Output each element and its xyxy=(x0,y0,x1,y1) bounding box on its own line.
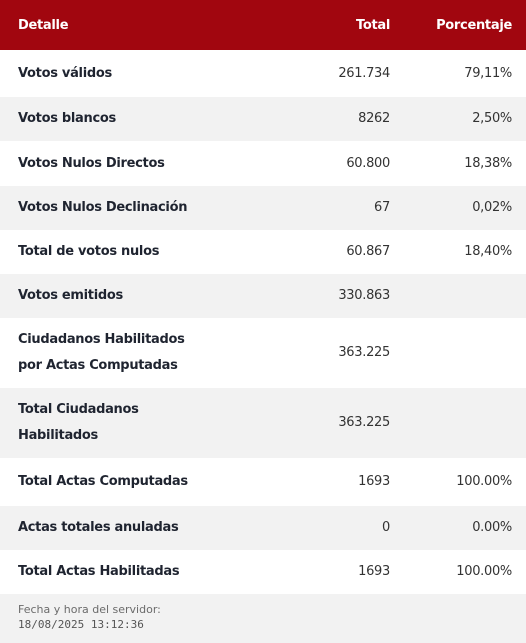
percent-cell: 100.00% xyxy=(456,474,512,489)
percent-cell: 100.00% xyxy=(456,564,512,579)
detail-cell: Votos válidos xyxy=(0,50,230,97)
total-cell: 363.225 xyxy=(338,345,390,360)
detail-text: Ciudadanos Habilitados por Actas Computa… xyxy=(18,332,185,373)
detail-cell: Votos Nulos Declinación xyxy=(0,186,230,230)
table-row: Votos válidos 261.734 79,11% xyxy=(0,50,526,97)
table-row: Total de votos nulos 60.867 18,40% xyxy=(0,230,526,274)
table-row: Total Actas Habilitadas 1693 100.00% xyxy=(0,550,526,594)
footer: Fecha y hora del servidor: 18/08/2025 13… xyxy=(0,594,526,643)
detail-text: Total de votos nulos xyxy=(18,244,160,259)
detail-text: Votos válidos xyxy=(18,65,112,81)
footer-label: Fecha y hora del servidor: xyxy=(18,603,161,616)
detail-cell: Ciudadanos Habilitados por Actas Computa… xyxy=(0,318,230,388)
detail-text: Votos Nulos Declinación xyxy=(18,200,188,215)
table-header: Detalle Total Porcentaje xyxy=(0,0,526,50)
table-row: Votos blancos 8262 2,50% xyxy=(0,97,526,141)
table-row: Votos Nulos Declinación 67 0,02% xyxy=(0,186,526,230)
detail-cell: Votos emitidos xyxy=(0,274,230,318)
detail-text: Votos blancos xyxy=(18,111,116,126)
total-cell: 67 xyxy=(230,186,390,230)
results-table: Detalle Total Porcentaje Votos válidos 26… xyxy=(0,0,526,594)
header-cell: Detalle xyxy=(0,0,230,50)
total-cell: 330.863 xyxy=(230,274,390,318)
table-row: Total Ciudadanos Habilitados 363.225 xyxy=(0,388,526,458)
table-row: Ciudadanos Habilitados por Actas Computa… xyxy=(0,318,526,388)
table-row: Votos emitidos 330.863 xyxy=(0,274,526,318)
percent-cell: 18,40% xyxy=(464,244,512,259)
total-cell: 261.734 xyxy=(338,65,390,81)
detail-text: Votos emitidos xyxy=(18,288,123,303)
detail-cell: Actas totales anuladas xyxy=(0,506,230,550)
percent-cell: 18,38% xyxy=(464,155,512,171)
detail-text: Total Actas Computadas xyxy=(18,474,188,489)
detail-text: Total Ciudadanos Habilitados xyxy=(18,402,139,443)
detail-text: Total Actas Habilitadas xyxy=(18,564,180,579)
percent-cell xyxy=(390,318,526,388)
total-cell: 363.225 xyxy=(230,388,390,458)
percent-cell xyxy=(390,388,526,458)
detail-text: Actas totales anuladas xyxy=(18,520,179,535)
detail-text: Votos Nulos Directos xyxy=(18,155,165,171)
total-cell: 1693 xyxy=(358,474,390,489)
percent-cell: 79,11% xyxy=(464,65,512,81)
footer-timestamp: 18/08/2025 13:12:36 xyxy=(18,618,144,631)
header-row: Detalle Total Porcentaje xyxy=(0,0,526,50)
detail-cell: Total Actas Computadas xyxy=(0,458,230,506)
percent-cell: 2,50% xyxy=(390,97,526,141)
detail-cell: Votos Nulos Directos xyxy=(0,141,230,186)
table-body: Votos válidos 261.734 79,11% Votos blancos 8… xyxy=(0,50,526,594)
table-row: Votos Nulos Directos 60.800 18,38% xyxy=(0,141,526,186)
percent-cell: 0.00% xyxy=(390,506,526,550)
detail-cell: Total Ciudadanos Habilitados xyxy=(0,388,230,458)
total-cell: 60.800 xyxy=(346,155,390,171)
total-cell: 8262 xyxy=(230,97,390,141)
detail-cell: Votos blancos xyxy=(0,97,230,141)
detail-cell: Total Actas Habilitadas xyxy=(0,550,230,594)
total-cell: 60.867 xyxy=(346,244,390,259)
table-row: Total Actas Computadas 1693 100.00% xyxy=(0,458,526,506)
table-row: Actas totales anuladas 0 0.00% xyxy=(0,506,526,550)
total-cell: 0 xyxy=(230,506,390,550)
total-cell: 1693 xyxy=(358,564,390,579)
percent-cell: 0,02% xyxy=(390,186,526,230)
detail-cell: Total de votos nulos xyxy=(0,230,230,274)
header-cell: Porcentaje xyxy=(390,0,526,50)
header-cell: Total xyxy=(230,0,390,50)
percent-cell xyxy=(390,274,526,318)
